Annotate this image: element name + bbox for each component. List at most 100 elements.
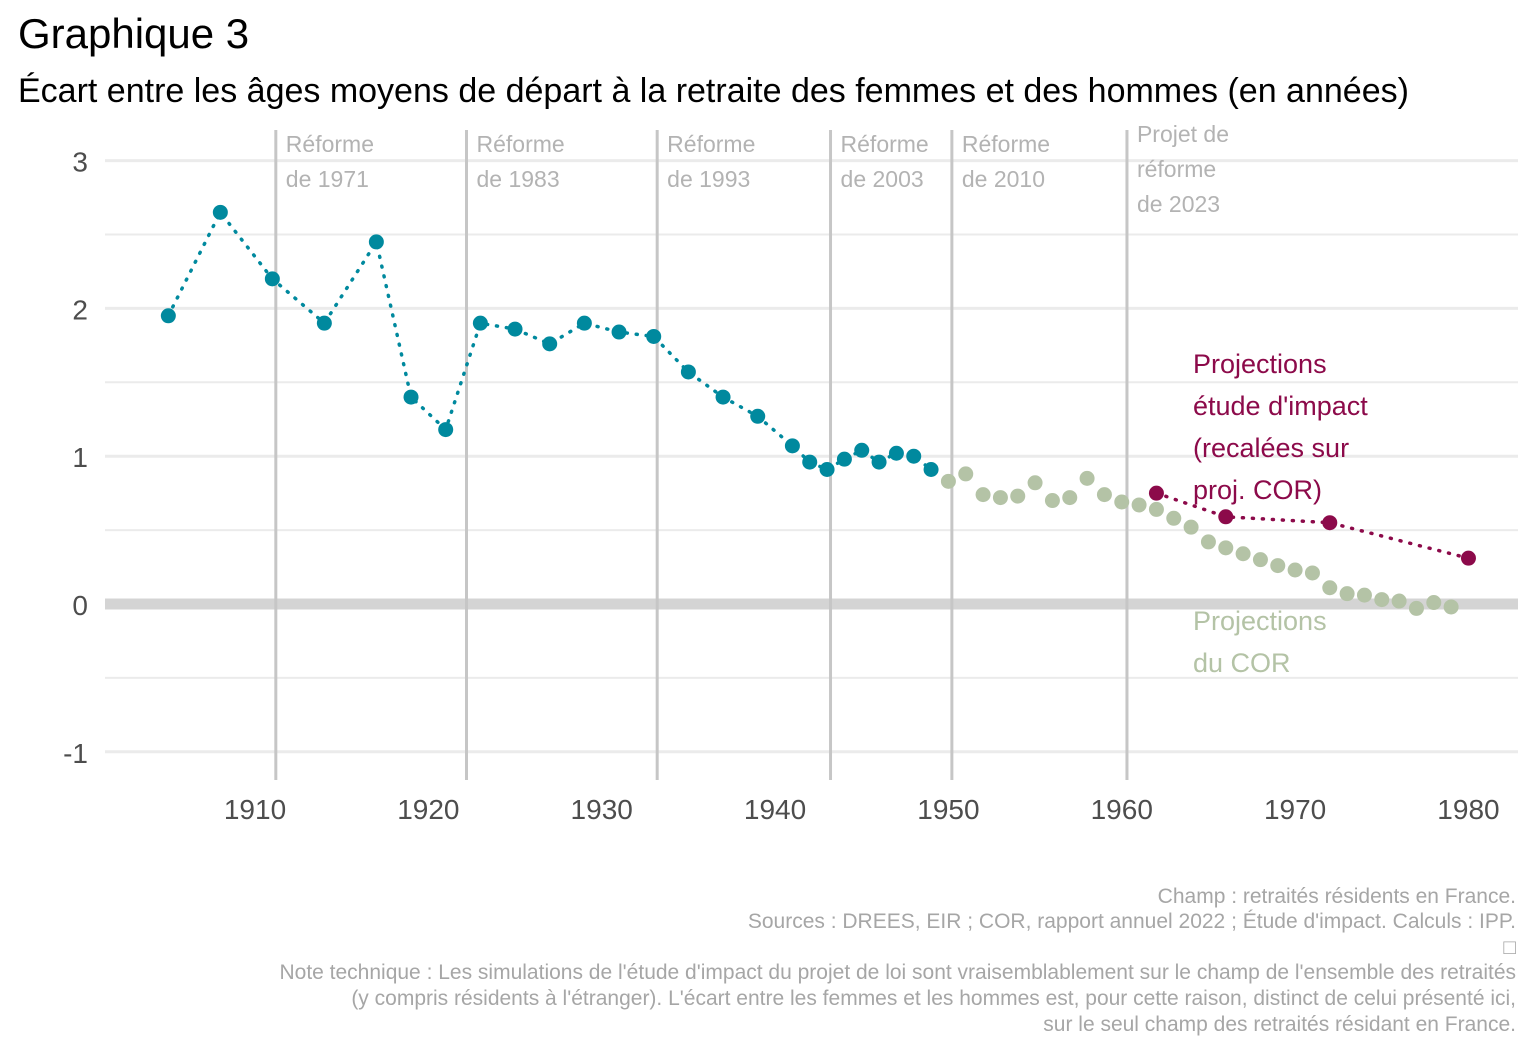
x-tick-label: 1920 (397, 794, 459, 825)
observed-point (368, 234, 384, 250)
observed-point (316, 315, 332, 331)
reform-label: Réforme (476, 131, 564, 157)
cor-annotation: Projections (1193, 606, 1327, 636)
observed-point (212, 204, 228, 220)
cor-point (1010, 488, 1026, 504)
plot-area: -1 0 1 2 3 1910 1920 1930 1940 1950 1960 1970 1980 Ré… (63, 121, 1518, 825)
observed-point (871, 454, 887, 470)
reform-label: de 1971 (286, 166, 369, 192)
x-tick-label: 1980 (1437, 794, 1499, 825)
cor-point (992, 490, 1008, 506)
cor-point (1166, 510, 1182, 526)
impact-point (1218, 509, 1234, 525)
cor-point (940, 473, 956, 489)
cor-point (1114, 494, 1130, 510)
cor-point (1235, 546, 1251, 562)
cor-point (1426, 595, 1442, 611)
y-tick-label: 3 (72, 147, 88, 178)
x-tick-label: 1910 (224, 794, 286, 825)
cor-point (1304, 565, 1320, 581)
observed-point (160, 308, 176, 324)
cor-point (1148, 501, 1164, 517)
footer-note: Note technique : Les simulations de l'ét… (279, 960, 1516, 1038)
observed-point (576, 315, 592, 331)
reform-label: Réforme (962, 131, 1050, 157)
observed-point (836, 451, 852, 467)
cor-point (1287, 562, 1303, 578)
observed-point (472, 315, 488, 331)
y-tick-label: 2 (72, 294, 88, 325)
cor-point (1079, 470, 1095, 486)
footer-note-line-3: sur le seul champ des retraités résidant… (1043, 1013, 1516, 1036)
chart-subtitle: Écart entre les âges moyens de départ à … (18, 72, 1409, 110)
cor-point (1322, 580, 1338, 596)
impact-annotation: étude d'impact (1193, 391, 1368, 421)
cor-point (1391, 593, 1407, 609)
cor-point (1183, 519, 1199, 535)
observed-point (715, 389, 731, 405)
impact-annotation: proj. COR) (1193, 475, 1322, 505)
x-tick-label: 1950 (917, 794, 979, 825)
reform-label: de 2023 (1137, 191, 1220, 217)
observed-point (750, 408, 766, 424)
cor-point (1131, 497, 1147, 513)
chart-title: Graphique 3 (18, 10, 250, 57)
footer-glyph: □ (1503, 936, 1516, 959)
observed-point (438, 422, 454, 438)
x-tick-label: 1960 (1091, 794, 1153, 825)
reform-label: Réforme (667, 131, 755, 157)
footer-note-line-1: Note technique : Les simulations de l'ét… (279, 961, 1516, 984)
cor-annotation: du COR (1193, 648, 1291, 678)
observed-point (680, 364, 696, 380)
impact-annotation: Projections (1193, 349, 1327, 379)
y-tick-label: 1 (72, 442, 88, 473)
observed-point (542, 336, 558, 352)
y-tick-label: 0 (72, 590, 88, 621)
cor-point (1252, 552, 1268, 568)
observed-point (264, 271, 280, 287)
reform-label: de 1993 (667, 166, 750, 192)
impact-point (1460, 550, 1476, 566)
reform-label: réforme (1137, 156, 1216, 182)
cor-point (1062, 490, 1078, 506)
cor-point (1096, 487, 1112, 503)
cor-point (975, 487, 991, 503)
impact-annotation: (recalées sur (1193, 433, 1349, 463)
cor-point (958, 466, 974, 482)
y-tick-label: -1 (63, 738, 88, 769)
footer-sources: Sources : DREES, EIR ; COR, rapport annu… (747, 910, 1516, 933)
observed-point (403, 389, 419, 405)
cor-point (1356, 587, 1372, 603)
cor-point (1200, 534, 1216, 550)
cor-point (1408, 600, 1424, 616)
impact-series-line (1154, 491, 1471, 560)
x-tick-label: 1930 (571, 794, 633, 825)
x-tick-label: 1970 (1264, 794, 1326, 825)
x-tick-label: 1940 (744, 794, 806, 825)
reform-label: de 2010 (962, 166, 1045, 192)
reform-label: Réforme (286, 131, 374, 157)
impact-point (1322, 515, 1338, 531)
observed-point (784, 438, 800, 454)
observed-point (888, 445, 904, 461)
observed-point (646, 328, 662, 344)
reform-label: de 1983 (476, 166, 559, 192)
observed-point (906, 448, 922, 464)
footer-champ: Champ : retraités résidents en France. (1157, 885, 1516, 908)
cor-point (1443, 599, 1459, 615)
reform-label: Réforme (841, 131, 929, 157)
footer-note-line-2: (y compris résidents à l'étranger). L'éc… (351, 987, 1516, 1010)
cor-point (1339, 586, 1355, 602)
observed-point (923, 462, 939, 478)
cor-point (1374, 592, 1390, 608)
cor-point (1218, 540, 1234, 556)
cor-point (1044, 493, 1060, 509)
cor-point (1027, 475, 1043, 491)
observed-point (507, 321, 523, 337)
cor-point (1270, 558, 1286, 574)
observed-point (854, 442, 870, 458)
observed-point (802, 454, 818, 470)
impact-point (1148, 485, 1164, 501)
observed-point (611, 324, 627, 340)
observed-point (819, 462, 835, 478)
